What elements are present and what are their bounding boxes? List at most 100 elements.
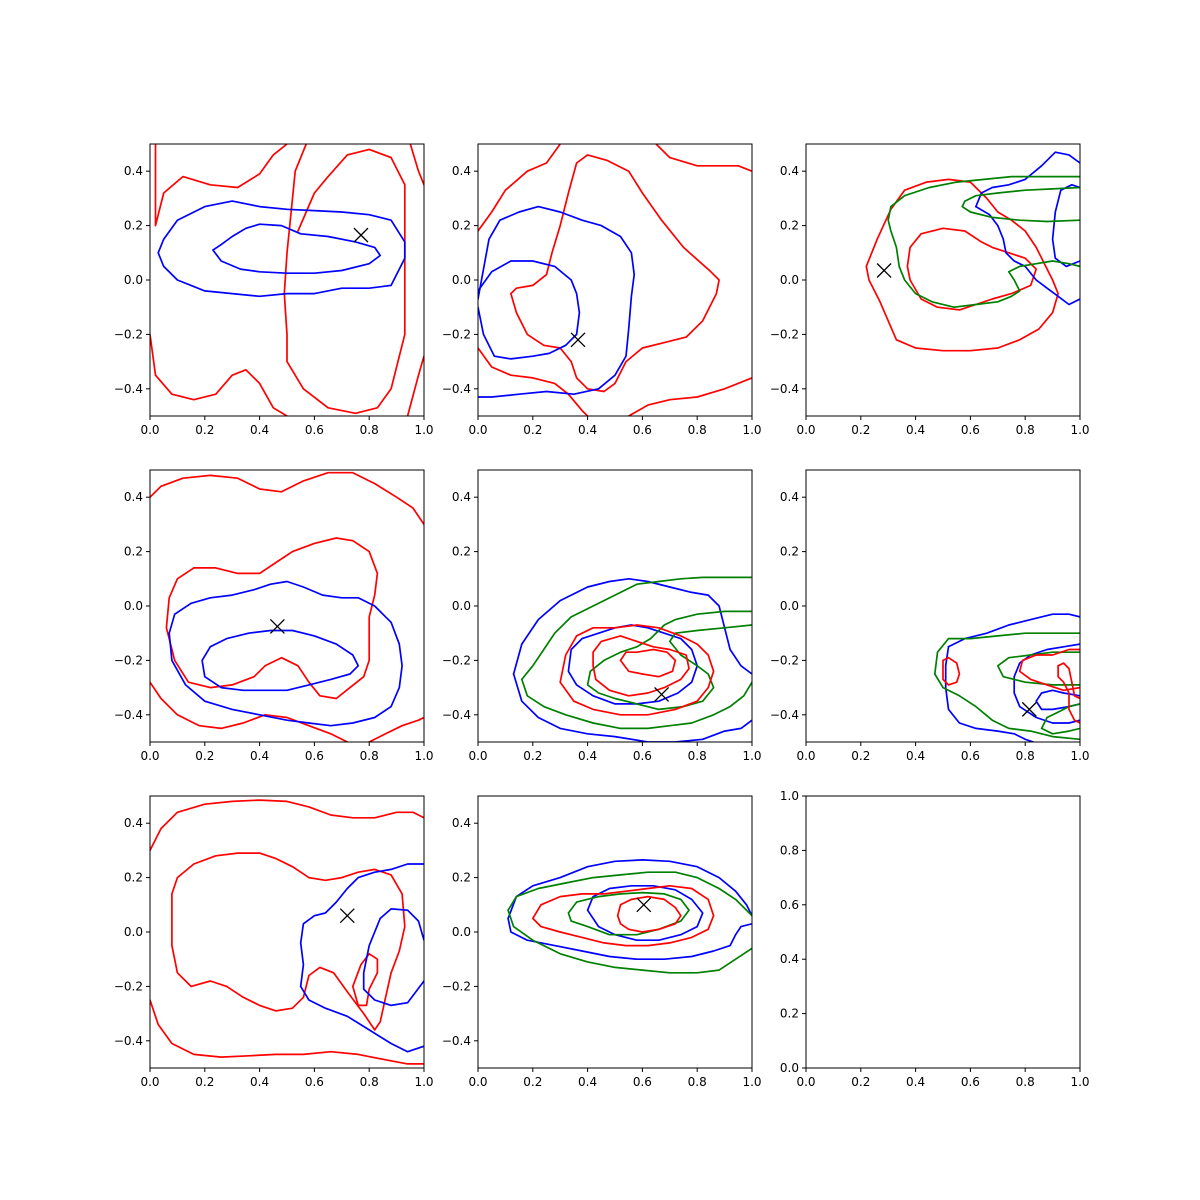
x-tick-label: 0.6 (633, 423, 652, 437)
axes-frame (149, 469, 425, 743)
red-contour-line-1 (478, 144, 562, 232)
red-contour-line-2 (150, 681, 349, 742)
subplot-1: 0.0 0.2 0.4 0.6 0.8 1.0 −0.4 −0.2 0.0 0.2 0.4 (114, 143, 434, 437)
y-tick-label: −0.4 (114, 1034, 143, 1048)
axes-frame (149, 143, 425, 417)
x-tick-label: 0.6 (305, 749, 324, 763)
red-contour-line-1 (559, 624, 715, 716)
red-contour-line-3 (1057, 662, 1080, 700)
y-tick-label: −0.4 (770, 382, 799, 396)
x-tick-label: 0.0 (468, 423, 487, 437)
red-contour-line-3 (510, 154, 720, 393)
subplot-7: 0.0 0.2 0.4 0.6 0.8 1.0 −0.4 −0.2 0.0 0.2 0.4 (114, 795, 434, 1089)
y-tick-label: −0.2 (442, 979, 471, 993)
red-contour-line-5 (406, 355, 424, 416)
subplot-5: 0.0 0.2 0.4 0.6 0.8 1.0 −0.4 −0.2 0.0 0.2 0.4 (442, 469, 762, 763)
x-tick-label: 0.0 (796, 749, 815, 763)
x-tick-label: 0.8 (1016, 1075, 1035, 1089)
x-tick-label: 0.0 (796, 423, 815, 437)
red-contour-line-4 (409, 144, 424, 186)
x-marker (654, 686, 670, 702)
y-tick-label: −0.4 (442, 708, 471, 722)
contour-group (150, 799, 424, 1065)
axes-frame (805, 795, 1081, 1069)
x-tick-label: 0.4 (250, 423, 269, 437)
red-contour-line-4 (351, 952, 379, 1007)
red-contour-line-1 (865, 178, 1059, 352)
x-marker (1021, 701, 1037, 717)
blue-contour-line-2 (944, 645, 1035, 742)
green-contour-line-2 (933, 673, 1080, 741)
x-tick-label: 0.4 (578, 423, 597, 437)
green-contour-line-4 (1040, 703, 1080, 735)
x-tick-label: 0.8 (1016, 749, 1035, 763)
red-contour-line-3 (171, 852, 406, 1031)
y-tick-label: −0.2 (114, 979, 143, 993)
green-contour-line-3 (567, 891, 690, 936)
y-tick-label: −0.2 (442, 653, 471, 667)
x-tick-label: 0.6 (961, 423, 980, 437)
x-tick-label: 0.2 (851, 1075, 870, 1089)
blue-contour-line-1 (478, 205, 636, 398)
green-contour-line-3 (996, 651, 1080, 686)
green-contour-line-3 (586, 610, 752, 711)
blue-contour-line-3 (586, 884, 704, 942)
y-tick-label: 1.0 (780, 789, 799, 803)
blue-contour-line-2 (299, 985, 424, 1053)
red-contour-line-4 (627, 377, 752, 416)
red-contour-line-3 (283, 144, 406, 415)
green-contour-line-1 (507, 871, 752, 917)
subplot-3: 0.0 0.2 0.4 0.6 0.8 1.0 −0.4 −0.2 0.0 0.2 0.4 (770, 143, 1090, 437)
y-tick-label: −0.2 (114, 653, 143, 667)
y-tick-label: 0.2 (452, 219, 471, 233)
x-tick-label: 0.2 (851, 749, 870, 763)
x-tick-label: 1.0 (414, 749, 433, 763)
x-tick-label: 0.6 (961, 1075, 980, 1089)
x-tick-label: 0.6 (633, 1075, 652, 1089)
green-contour-line-2 (507, 909, 752, 974)
red-contour-line-1 (154, 144, 288, 227)
blue-contour-line-1 (975, 151, 1080, 208)
y-tick-label: 0.4 (780, 952, 799, 966)
y-tick-label: 0.2 (780, 1007, 799, 1021)
x-tick-label: 0.2 (523, 423, 542, 437)
x-tick-label: 0.0 (140, 423, 159, 437)
x-tick-label: 0.2 (851, 423, 870, 437)
y-tick-label: 0.0 (124, 925, 143, 939)
axes-frame (149, 795, 425, 1069)
y-tick-label: −0.4 (770, 708, 799, 722)
x-tick-label: 0.2 (195, 423, 214, 437)
x-tick-label: 0.0 (468, 1075, 487, 1089)
x-tick-label: 0.6 (961, 749, 980, 763)
red-contour-line-2 (150, 333, 288, 416)
y-tick-label: 0.4 (780, 164, 799, 178)
x-marker (570, 332, 586, 348)
blue-contour-line-1 (947, 613, 1080, 648)
x-tick-label: 0.0 (796, 1075, 815, 1089)
blue-contour-line-4 (1035, 689, 1080, 711)
contour-group (150, 144, 424, 416)
contour-group (478, 144, 752, 416)
y-tick-label: 0.2 (780, 219, 799, 233)
y-tick-label: 0.0 (452, 925, 471, 939)
x-tick-label: 0.4 (250, 1075, 269, 1089)
x-tick-label: 1.0 (414, 423, 433, 437)
y-tick-label: 0.8 (780, 843, 799, 857)
red-contour-line-3 (619, 648, 677, 678)
green-contour-line-2 (898, 260, 1080, 309)
contour-group (512, 576, 752, 742)
x-tick-label: 0.2 (523, 749, 542, 763)
x-tick-label: 0.8 (688, 749, 707, 763)
y-tick-label: −0.2 (770, 327, 799, 341)
blue-contour-line-1 (168, 580, 403, 727)
x-tick-label: 1.0 (1070, 1075, 1089, 1089)
x-tick-label: 0.6 (305, 1075, 324, 1089)
x-tick-label: 0.4 (578, 1075, 597, 1089)
x-tick-label: 0.2 (195, 1075, 214, 1089)
y-tick-label: 0.2 (452, 545, 471, 559)
y-tick-label: 0.4 (452, 164, 471, 178)
y-tick-label: 0.4 (124, 490, 143, 504)
red-contour-line-2 (478, 347, 589, 416)
blue-contour-line-2 (507, 917, 752, 961)
